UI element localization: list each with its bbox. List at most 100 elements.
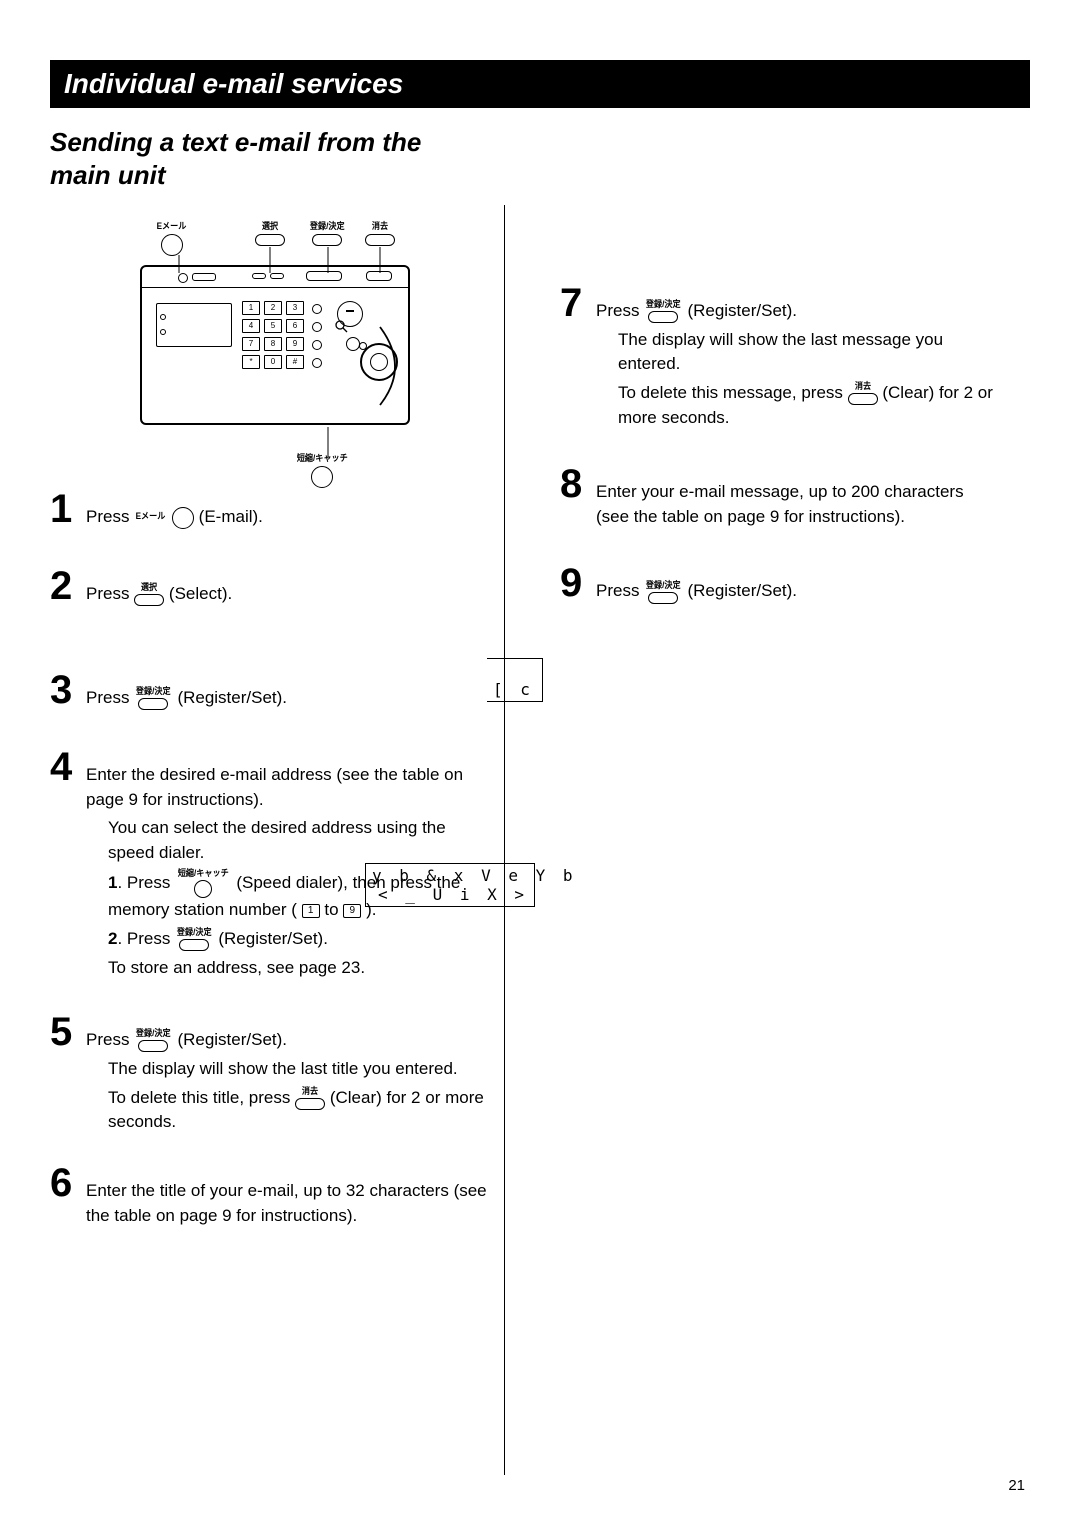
step-2-body: Press 選択 (Select). xyxy=(86,572,232,607)
step-4-l1: Enter the desired e-mail address (see th… xyxy=(86,763,489,812)
clear-key-jp-7: 消去 xyxy=(855,382,871,391)
step-3-number: 3 xyxy=(50,670,80,710)
key-0: 0 xyxy=(264,355,282,369)
two-column-layout: Eメール 選択 登録/決定 消去 xyxy=(50,205,1030,1475)
regset-softkey-icon-9 xyxy=(648,592,678,604)
key-9: 9 xyxy=(286,337,304,351)
email-key-inline: Eメール xyxy=(134,512,167,523)
regset-softkey-icon-4 xyxy=(179,939,209,951)
clear-softkey-icon-7 xyxy=(848,393,878,405)
step-9-l1: Press 登録/決定 (Register/Set). xyxy=(596,579,797,604)
step-3-press: Press xyxy=(86,688,134,707)
step-5-l3: To delete this title, press 消去 (Clear) f… xyxy=(108,1086,489,1135)
lcd-display-left: y b & x V e Y b < _ U i X > xyxy=(365,863,535,907)
regset-key-inline-9: 登録/決定 xyxy=(644,581,683,604)
regset-key-inline-7: 登録/決定 xyxy=(644,300,683,323)
step-1-body: Press Eメール (E-mail). xyxy=(86,495,263,530)
leader-label-regset: 登録/決定 xyxy=(310,219,345,232)
step-4-number: 4 xyxy=(50,747,80,787)
step-5-body: Press 登録/決定 (Register/Set). The display … xyxy=(86,1018,489,1139)
indicator-4 xyxy=(312,358,322,368)
step-7-l3a: To delete this message, press xyxy=(618,383,848,402)
step-9-l1b: (Register/Set). xyxy=(687,581,797,600)
device-lcd xyxy=(156,303,232,347)
jog-notch xyxy=(359,342,367,350)
step-8-body: Enter your e-mail message, up to 200 cha… xyxy=(596,470,1000,533)
step-2-press: Press xyxy=(86,584,134,603)
section-subtitle: Sending a text e-mail from the main unit xyxy=(50,126,480,191)
jog-bar xyxy=(346,310,354,312)
key-2: 2 xyxy=(264,301,282,315)
key-5: 5 xyxy=(264,319,282,333)
step-4-sub2: 2. Press 登録/決定 (Register/Set). xyxy=(108,927,489,952)
step-8-l1: Enter your e-mail message, up to 200 cha… xyxy=(596,480,1000,529)
step-1-number: 1 xyxy=(50,489,80,529)
regset-key-jp-7: 登録/決定 xyxy=(646,300,681,309)
leader-select: 選択 xyxy=(255,219,285,246)
magnifier-icon xyxy=(332,319,352,333)
regset-softkey-icon-3 xyxy=(138,698,168,710)
step-9-l1a: Press xyxy=(596,581,644,600)
select-key-inline: 選択 xyxy=(134,583,164,606)
step-7-l3: To delete this message, press 消去 (Clear)… xyxy=(618,381,1000,430)
step-5-l1: Press 登録/決定 (Register/Set). xyxy=(86,1028,489,1053)
speed-key-inline: 短縮/キャッチ xyxy=(175,869,232,898)
indicator-3 xyxy=(312,340,322,350)
clear-softkey-icon-5 xyxy=(295,1098,325,1110)
step-6-number: 6 xyxy=(50,1163,80,1203)
edge-arc xyxy=(380,327,420,407)
key-6: 6 xyxy=(286,319,304,333)
step-5-l1a: Press xyxy=(86,1030,134,1049)
mid-circ xyxy=(346,337,360,351)
top-shape-1 xyxy=(192,273,216,281)
step-6: 6 Enter the title of your e-mail, up to … xyxy=(50,1169,489,1232)
step-7: 7 Press 登録/決定 (Register/Set). The displa… xyxy=(560,289,1000,434)
select-key-jp: 選択 xyxy=(141,583,157,592)
page-number: 21 xyxy=(1008,1477,1025,1494)
leader-regset: 登録/決定 xyxy=(308,219,347,246)
speed-circle-icon xyxy=(194,880,212,898)
step-4-sub2-c: (Register/Set). xyxy=(218,929,328,948)
indicator-1 xyxy=(312,304,322,314)
column-left: Eメール 選択 登録/決定 消去 xyxy=(50,205,505,1475)
lcd-line1: y b & x V e Y b xyxy=(372,866,528,885)
step-2: 2 Press 選択 (Select). xyxy=(50,572,489,607)
step-7-l1b: (Register/Set). xyxy=(687,301,797,320)
top-shape-3 xyxy=(270,273,284,279)
step-4-sub1-b: . Press xyxy=(117,873,175,892)
indicator-2 xyxy=(312,322,322,332)
clear-key-inline-7: 消去 xyxy=(848,382,878,405)
step-4-sub2-b: . Press xyxy=(117,929,175,948)
step-4-l3: To store an address, see page 23. xyxy=(108,956,489,981)
numkey-1-icon: 1 xyxy=(302,904,320,918)
device-illustration: Eメール 選択 登録/決定 消去 xyxy=(50,215,470,475)
step-6-l1: Enter the title of your e-mail, up to 32… xyxy=(86,1179,489,1228)
key-hash: # xyxy=(286,355,304,369)
select-button-icon xyxy=(255,234,285,246)
step-5: 5 Press 登録/決定 (Register/Set). The displa… xyxy=(50,1018,489,1139)
email-button-icon xyxy=(161,234,183,256)
step-7-l1a: Press xyxy=(596,301,644,320)
lcd-dots xyxy=(157,304,233,348)
step-2-en: (Select). xyxy=(169,584,232,603)
leader-speed: 短縮/キャッチ xyxy=(294,451,351,488)
lcd-line2: < _ U i X > xyxy=(372,885,528,904)
select-softkey-icon xyxy=(134,594,164,606)
step-5-l1b: (Register/Set). xyxy=(177,1030,287,1049)
step-3-en: (Register/Set). xyxy=(177,688,287,707)
key-3: 3 xyxy=(286,301,304,315)
leader-label-speed: 短縮/キャッチ xyxy=(297,451,348,464)
regset-key-jp-4: 登録/決定 xyxy=(177,928,212,937)
speed-button-icon xyxy=(311,466,333,488)
lcd-annex-right: [ c xyxy=(487,658,543,702)
lcd-annex-text: [ c xyxy=(493,660,534,699)
clear-button-icon xyxy=(365,234,395,246)
leader-email: Eメール xyxy=(155,219,188,256)
numkey-9-icon: 9 xyxy=(343,904,361,918)
regset-key-jp-9: 登録/決定 xyxy=(646,581,681,590)
step-7-number: 7 xyxy=(560,283,590,323)
step-7-body: Press 登録/決定 (Register/Set). The display … xyxy=(596,289,1000,434)
step-8-number: 8 xyxy=(560,464,590,504)
step-5-l2: The display will show the last title you… xyxy=(108,1057,489,1082)
speed-key-jp: 短縮/キャッチ xyxy=(178,869,229,878)
